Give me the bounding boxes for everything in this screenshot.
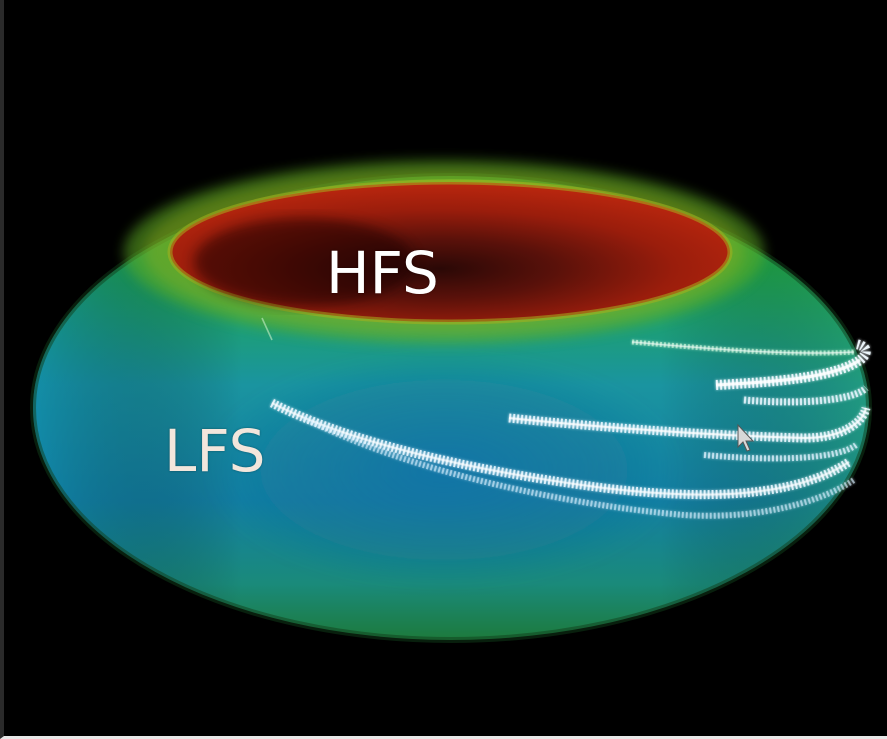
torus-inner-wall	[167, 179, 733, 325]
mouse-pointer-icon	[737, 423, 755, 452]
particle-trajectories	[269, 339, 871, 519]
hfs-label: HFS	[326, 239, 439, 307]
torus-visualization	[4, 0, 887, 736]
lfs-label: LFS	[164, 417, 266, 485]
